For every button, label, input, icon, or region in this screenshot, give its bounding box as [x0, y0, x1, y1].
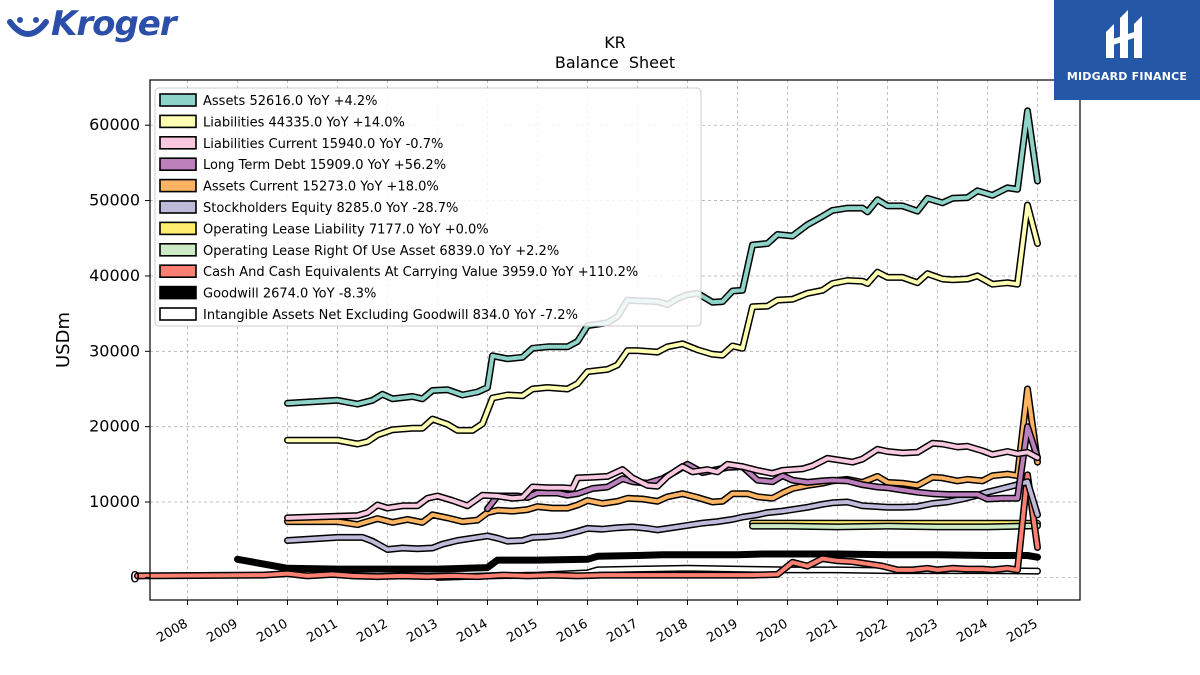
legend-swatch: [159, 285, 197, 300]
y-tick-label: 20000: [89, 417, 140, 436]
x-tick-label: 2021: [804, 616, 840, 646]
y-axis-label: USDm: [53, 312, 74, 368]
x-tick-label: 2022: [854, 616, 890, 646]
series-line-1: [285, 203, 1040, 446]
legend-entry: Cash And Cash Equivalents At Carrying Va…: [203, 265, 638, 280]
x-tick-label: 2012: [354, 616, 390, 646]
y-tick-label: 50000: [89, 191, 140, 210]
series-line-2: [285, 441, 1040, 520]
plot-frame: [149, 79, 1081, 601]
midgard-emblem-icon: [1106, 10, 1142, 58]
y-tick-label: 60000: [89, 115, 140, 134]
series-line-8: [135, 472, 1040, 579]
legend-swatch: [159, 264, 197, 279]
legend-swatch: [159, 178, 197, 193]
midgard-finance-text: MIDGARD FINANCE: [1066, 70, 1188, 83]
x-tick-label: 2013: [404, 616, 440, 646]
legend-entry: Intangible Assets Net Excluding Goodwill…: [203, 308, 578, 323]
x-tick-label: 2016: [554, 616, 590, 646]
legend-swatch: [159, 136, 197, 150]
legend-entry: Assets Current 15273.0 YoY +18.0%: [203, 180, 439, 195]
legend: Assets 52616.0 YoY +4.2% Liabilities 4433…: [154, 87, 702, 327]
x-tick-label: 2019: [704, 616, 740, 646]
legend-entry: Operating Lease Liability 7177.0 YoY +0.…: [203, 222, 489, 237]
legend-swatch: [159, 157, 197, 171]
x-tick-label: 2014: [454, 616, 490, 646]
legend-swatch: [159, 200, 197, 214]
series-line-5: [285, 479, 1040, 552]
legend-entry: Liabilities 44335.0 YoY +14.0%: [203, 115, 405, 130]
legend-entry: Stockholders Equity 8285.0 YoY -28.7%: [203, 201, 458, 216]
series-layer: [134, 107, 1041, 581]
legend-swatch: [159, 221, 197, 236]
x-tick-label: 2017: [604, 616, 640, 646]
legend-swatch: [159, 307, 197, 321]
legend-entry: Operating Lease Right Of Use Asset 6839.…: [203, 244, 559, 259]
x-tick-label: 2010: [254, 616, 290, 646]
midgard-finance-logo: MIDGARD FINANCE: [1054, 0, 1200, 100]
x-tick-label: 2008: [154, 616, 190, 646]
kroger-logo-text: Kroger: [51, 4, 177, 44]
x-tick-label: 2023: [904, 616, 940, 646]
series-line-4: [285, 387, 1040, 527]
y-tick-label: 40000: [89, 266, 140, 285]
y-tick-label: 30000: [89, 341, 140, 360]
kroger-smile-icon: [7, 17, 49, 37]
x-tick-label: 2020: [754, 616, 790, 646]
series-line-9: [234, 550, 1041, 573]
x-axis: 2008 2009 2010 2011 2012 2013 2014 2015 2016 2017…: [154, 600, 1041, 646]
legend-entry: Assets 52616.0 YoY +4.2%: [203, 94, 378, 109]
x-tick-label: 2025: [1004, 616, 1040, 646]
series-line-7: [750, 523, 1040, 529]
x-tick-label: 2009: [204, 616, 240, 646]
legend-entry: Liabilities Current 15940.0 YoY -0.7%: [203, 137, 443, 152]
legend-entry: Goodwill 2674.0 YoY -8.3%: [203, 287, 376, 302]
legend-swatch: [159, 93, 197, 107]
legend-swatch: [159, 243, 197, 257]
x-tick-label: 2018: [654, 616, 690, 646]
x-tick-label: 2024: [954, 616, 990, 646]
y-tick-label: 0: [130, 567, 140, 586]
y-tick-label: 10000: [89, 492, 140, 511]
legend-box: [154, 87, 702, 327]
series-line-3: [485, 424, 1040, 511]
legend-entry: Long Term Debt 15909.0 YoY +56.2%: [203, 158, 446, 173]
y-axis: 0 10000 20000 30000 40000 50000 60000: [89, 115, 150, 586]
x-tick-label: 2015: [504, 616, 540, 646]
x-tick-label: 2011: [304, 616, 340, 646]
legend-swatch: [159, 114, 197, 129]
kroger-logo: Kroger: [6, 2, 177, 54]
chart-subtitle: Balance Sheet: [555, 53, 675, 72]
chart-title: KR: [604, 33, 626, 52]
